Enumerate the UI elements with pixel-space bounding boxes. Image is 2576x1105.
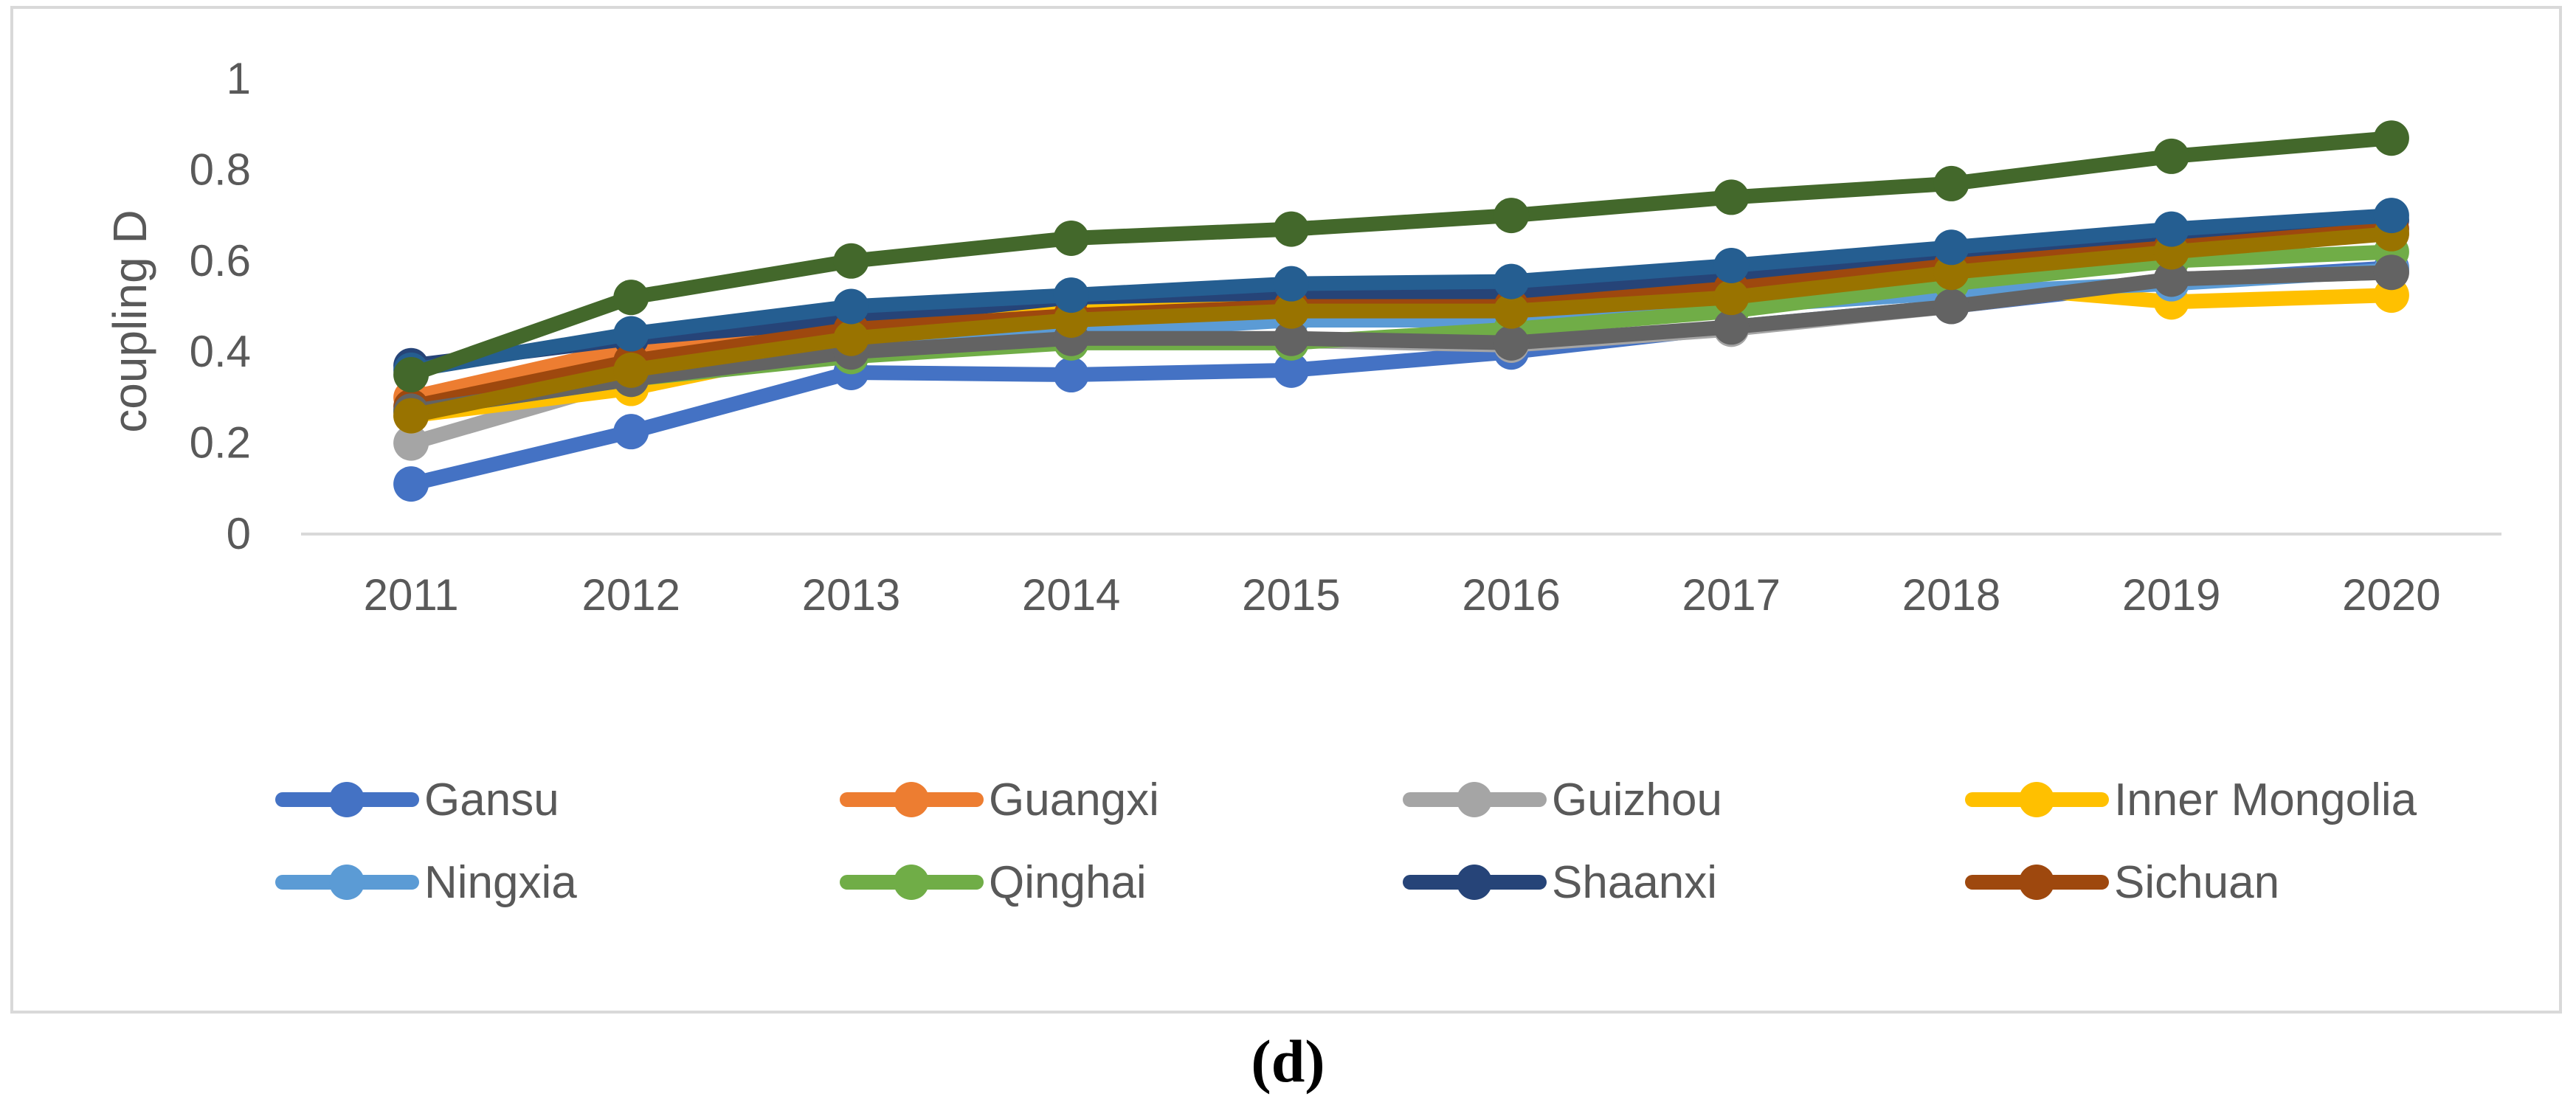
x-tick-label: 2012: [582, 570, 680, 620]
legend-item: Sichuan: [1965, 857, 2279, 908]
data-point-marker: [833, 320, 869, 356]
data-point-marker: [613, 316, 649, 352]
legend-item: Ningxia: [275, 857, 577, 908]
data-point-marker: [1053, 277, 1089, 314]
legend-marker: [894, 865, 929, 900]
data-point-marker: [1494, 325, 1530, 361]
data-point-marker: [1053, 357, 1089, 393]
series-unlabeled-11: [393, 120, 2409, 393]
data-point-marker: [393, 398, 429, 434]
data-point-marker: [1273, 266, 1309, 302]
data-point-marker: [1273, 293, 1309, 329]
data-point-marker: [2373, 254, 2409, 291]
legend-label: Guangxi: [989, 775, 1159, 825]
legend-item: Qinghai: [840, 857, 1147, 908]
data-point-marker: [1494, 198, 1530, 234]
series-line: [404, 265, 2399, 419]
y-axis-title: coupling D: [103, 209, 156, 432]
legend-marker: [1457, 782, 1492, 817]
chart-frame: 0 0.2 0.4 0.6 0.8 1 2011 2012 2013 2014 2015 2016 20…: [10, 6, 2562, 1014]
legend-marker: [2019, 865, 2054, 900]
legend-item: Gansu: [275, 775, 559, 825]
series-line: [404, 226, 2399, 423]
data-point-marker: [1053, 302, 1089, 339]
data-point-marker: [2153, 138, 2189, 174]
x-tick-label: 2014: [1022, 570, 1120, 620]
data-point-marker: [1713, 309, 1750, 345]
data-point-marker: [1933, 288, 1969, 325]
legend-label: Ningxia: [424, 857, 577, 908]
data-point-marker: [613, 352, 649, 388]
chart-svg: 0 0.2 0.4 0.6 0.8 1 2011 2012 2013 2014 2015 2016 20…: [103, 54, 2501, 908]
legend-label: Gansu: [424, 775, 559, 825]
y-tick-label: 0.4: [190, 327, 251, 376]
data-point-marker: [2373, 198, 2409, 234]
data-point-marker: [1933, 229, 1969, 266]
legend-item: Shaanxi: [1403, 857, 1717, 908]
legend: Gansu Guangxi Guizhou Inner Mongolia Ningxia…: [275, 775, 2417, 908]
data-point-marker: [613, 280, 649, 316]
legend-marker: [894, 782, 929, 817]
x-tick-label: 2018: [1902, 570, 2000, 620]
legend-marker: [329, 782, 365, 817]
data-point-marker: [1273, 211, 1309, 247]
series-line: [404, 131, 2399, 383]
data-point-marker: [1713, 280, 1750, 316]
legend-marker: [1457, 865, 1492, 900]
data-point-marker: [1273, 352, 1309, 388]
data-point-marker: [1494, 293, 1530, 329]
series-unlabeled-9: [393, 215, 2409, 434]
legend-marker: [329, 865, 365, 900]
x-tick-label: 2015: [1242, 570, 1340, 620]
plot-area: 0 0.2 0.4 0.6 0.8 1 2011 2012 2013 2014 2015 2016 20…: [103, 54, 2501, 620]
x-tick-label: 2011: [364, 570, 459, 620]
x-tick-label: 2016: [1462, 570, 1560, 620]
y-tick-label: 0.2: [190, 418, 251, 468]
y-tick-label: 0: [227, 509, 251, 558]
legend-label: Sichuan: [2114, 857, 2279, 908]
data-point-marker: [2153, 261, 2189, 297]
data-point-marker: [393, 466, 429, 502]
data-point-marker: [1273, 320, 1309, 356]
data-point-marker: [1933, 254, 1969, 291]
data-point-marker: [393, 425, 429, 461]
data-point-marker: [1053, 220, 1089, 256]
data-point-marker: [1933, 165, 1969, 201]
data-point-marker: [833, 288, 869, 325]
legend-item: Inner Mongolia: [1965, 775, 2417, 825]
data-point-marker: [1713, 179, 1750, 215]
data-point-marker: [1494, 263, 1530, 299]
data-point-marker: [833, 243, 869, 279]
legend-label: Guizhou: [1552, 775, 1722, 825]
legend-label: Shaanxi: [1552, 857, 1717, 908]
legend-label: Qinghai: [989, 857, 1147, 908]
data-point-marker: [2153, 211, 2189, 247]
x-tick-label: 2019: [2122, 570, 2220, 620]
series-line: [404, 212, 2399, 373]
y-tick-label: 0.6: [190, 236, 251, 285]
data-point-marker: [1713, 247, 1750, 283]
panel-label: (d): [1251, 1028, 1325, 1095]
series-line: [404, 208, 2399, 378]
x-tick-label: 2017: [1682, 570, 1781, 620]
legend-item: Guangxi: [840, 775, 1159, 825]
legend-label: Inner Mongolia: [2114, 775, 2417, 825]
y-tick-label: 1: [227, 54, 251, 103]
x-tick-label: 2020: [2342, 570, 2440, 620]
legend-marker: [2019, 782, 2054, 817]
data-point-marker: [2373, 120, 2409, 156]
y-tick-label: 0.8: [190, 145, 251, 194]
data-point-marker: [393, 357, 429, 393]
data-point-marker: [613, 414, 649, 450]
legend-item: Guizhou: [1403, 775, 1722, 825]
x-tick-label: 2013: [802, 570, 900, 620]
series-unlabeled-10: [393, 198, 2409, 388]
